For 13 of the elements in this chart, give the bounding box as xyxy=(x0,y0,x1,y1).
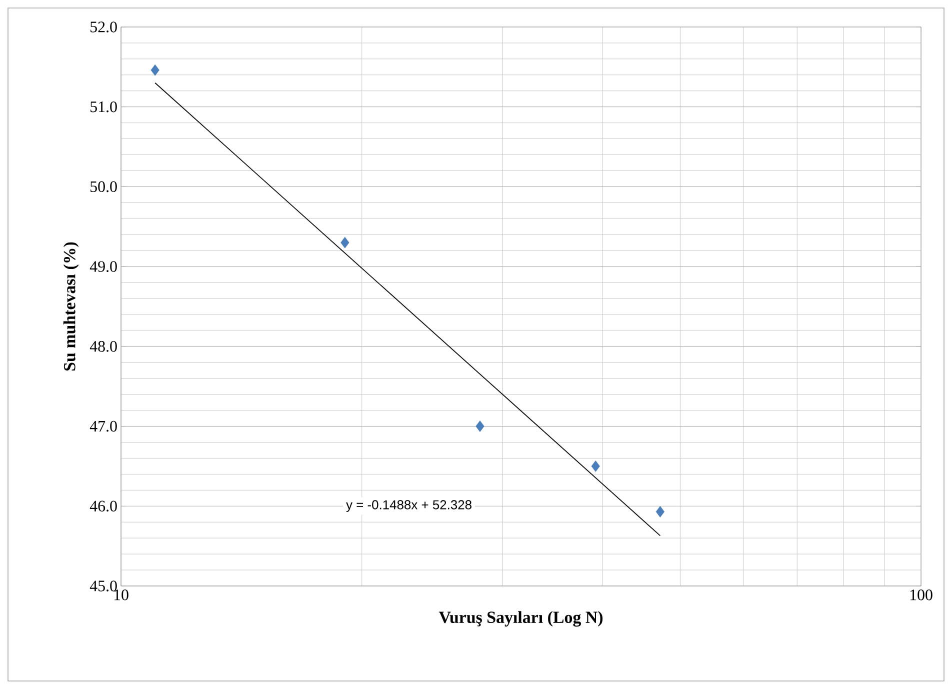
y-tick-label: 48.0 xyxy=(90,341,117,352)
y-tick-label: 46.0 xyxy=(90,500,117,512)
y-axis-title: Su muhtevası (%) xyxy=(63,242,79,371)
x-tick-label: 10 xyxy=(114,590,128,600)
x-axis-title: Vuruş Sayıları (Log N) xyxy=(438,611,603,627)
y-tick-label: 47.0 xyxy=(90,420,117,432)
annotation: y = -0.1488x + 52.328 xyxy=(346,500,472,512)
y-tick-label: 49.0 xyxy=(90,261,117,272)
y-tick-label: 52.0 xyxy=(90,22,117,32)
y-tick-label: 51.0 xyxy=(90,101,117,112)
y-tick-label: 45.0 xyxy=(90,580,117,592)
y-tick-label: 50.0 xyxy=(90,181,117,192)
x-tick-label: 100 xyxy=(910,590,932,600)
